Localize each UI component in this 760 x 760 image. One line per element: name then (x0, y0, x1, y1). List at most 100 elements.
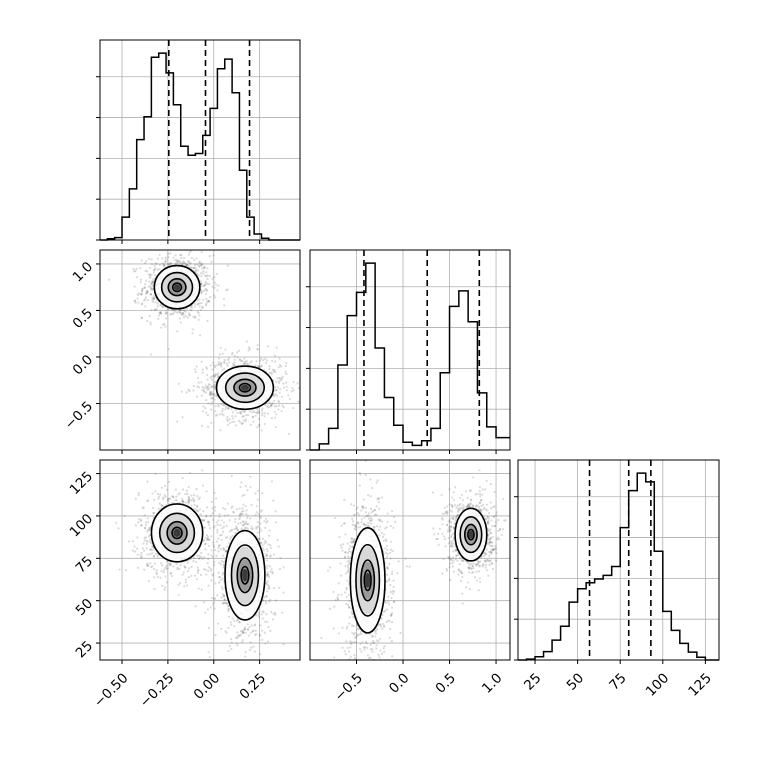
sample-point (344, 551, 347, 554)
sample-point (235, 619, 238, 622)
sample-point (173, 258, 176, 262)
sample-point (201, 388, 204, 392)
contour-line (171, 526, 183, 540)
sample-point (229, 621, 232, 624)
sample-point (385, 620, 388, 624)
sample-point (186, 492, 189, 495)
sample-point (164, 256, 167, 259)
sample-point (489, 559, 492, 562)
sample-point (146, 480, 149, 483)
sample-point (205, 490, 208, 493)
sample-point (366, 654, 369, 657)
sample-point (181, 573, 184, 576)
sample-point (169, 252, 172, 255)
sample-point (203, 568, 206, 571)
sample-point (162, 323, 165, 326)
sample-point (245, 362, 249, 365)
sample-point (225, 549, 228, 553)
sample-point (232, 662, 234, 664)
sample-point (176, 420, 179, 423)
sample-point (140, 316, 144, 319)
sample-point (157, 507, 160, 511)
sample-point (246, 516, 249, 520)
sample-point (164, 495, 167, 498)
sample-point (191, 306, 194, 309)
sample-point (165, 560, 168, 563)
sample-point (345, 586, 348, 590)
sample-point (284, 370, 287, 374)
sample-point (237, 619, 240, 622)
sample-point (223, 601, 226, 605)
sample-point (218, 515, 221, 519)
y-tick-label: 125 (67, 468, 97, 498)
sample-point (158, 311, 161, 315)
sample-point (209, 514, 213, 517)
sample-point (159, 311, 163, 314)
sample-point (241, 421, 244, 425)
sample-point (212, 564, 216, 567)
sample-point (292, 381, 295, 384)
sample-point (238, 516, 242, 519)
sample-point (143, 299, 146, 302)
sample-point (233, 364, 236, 367)
sample-point (179, 321, 182, 324)
sample-point (490, 550, 493, 554)
sample-point (241, 631, 245, 634)
sample-point (349, 545, 352, 548)
sample-point (188, 313, 192, 317)
sample-point (148, 314, 151, 318)
sample-point (282, 406, 285, 409)
sample-point (198, 314, 201, 317)
sample-point (155, 301, 158, 304)
sample-point (364, 473, 367, 477)
sample-point (171, 496, 175, 499)
sample-point (167, 348, 170, 351)
sample-point (476, 560, 480, 563)
sample-point (201, 484, 204, 487)
sample-point (205, 271, 208, 274)
sample-point (446, 511, 449, 514)
sample-point (210, 375, 213, 378)
sample-point (222, 521, 226, 524)
sample-point (393, 600, 396, 603)
sample-point (381, 535, 385, 539)
sample-point (244, 485, 247, 488)
sample-point (211, 506, 214, 510)
sample-point (237, 419, 241, 422)
sample-point (163, 264, 166, 267)
sample-point (192, 315, 195, 318)
sample-point (481, 488, 484, 491)
sample-point (205, 515, 208, 518)
sample-point (270, 403, 273, 406)
sample-point (250, 624, 253, 627)
sample-point (267, 573, 270, 577)
sample-point (220, 402, 223, 406)
sample-point (368, 633, 372, 636)
sample-point (242, 503, 245, 506)
sample-point (489, 550, 493, 554)
sample-point (192, 389, 195, 392)
sample-point (149, 527, 152, 530)
sample-point (245, 526, 248, 529)
sample-point (464, 490, 467, 493)
sample-point (225, 418, 229, 421)
sample-point (219, 579, 222, 582)
sample-point (195, 488, 198, 491)
sample-point (200, 360, 203, 363)
sample-point (212, 544, 215, 547)
sample-point (451, 540, 454, 543)
density-panel (115, 469, 285, 664)
sample-point (269, 629, 272, 632)
sample-point (159, 303, 162, 307)
sample-point (327, 569, 330, 572)
sample-point (217, 537, 220, 540)
sample-point (160, 570, 163, 573)
sample-point (273, 399, 276, 403)
sample-point (243, 628, 246, 631)
sample-point (275, 521, 278, 524)
sample-point (140, 317, 143, 320)
sample-point (381, 627, 384, 630)
sample-point (232, 417, 235, 420)
sample-point (346, 560, 349, 563)
sample-point (187, 264, 190, 268)
